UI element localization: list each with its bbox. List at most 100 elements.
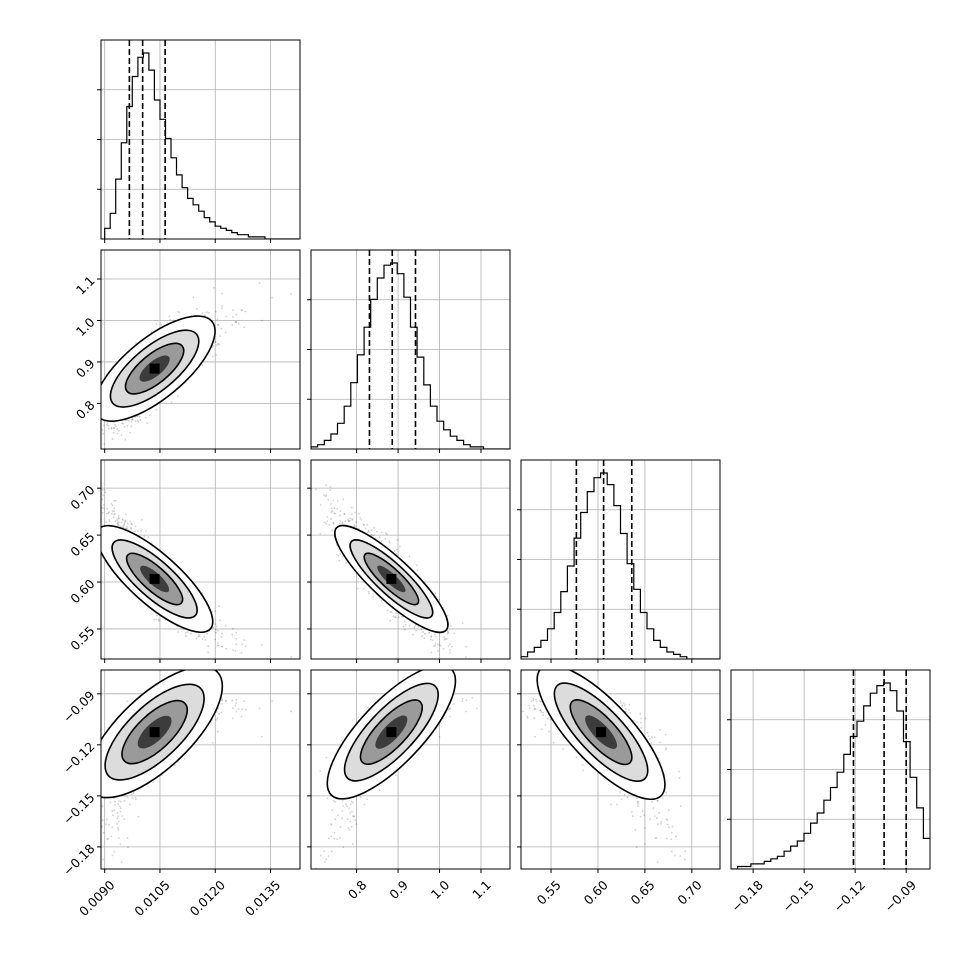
sample-point [220, 636, 223, 638]
sample-point [408, 555, 411, 558]
sample-point [130, 425, 133, 428]
sample-point [339, 522, 341, 525]
sample-point [235, 643, 238, 646]
sample-point [360, 519, 363, 521]
sample-point [111, 510, 114, 513]
sample-point [134, 420, 137, 423]
sample-point [116, 823, 118, 825]
sample-point [384, 532, 387, 535]
sample-point [215, 625, 218, 628]
sample-point [123, 521, 126, 524]
sample-point [224, 331, 227, 334]
sample-point [417, 625, 420, 628]
sample-point [196, 308, 198, 310]
sample-point [476, 667, 478, 669]
sample-point [206, 311, 209, 314]
sample-point [112, 431, 115, 434]
sample-point [214, 638, 217, 641]
sample-point [122, 422, 125, 425]
sample-point [122, 526, 125, 529]
sample-point [213, 286, 215, 289]
sample-point [231, 699, 234, 702]
sample-point [396, 548, 398, 551]
sample-point [412, 633, 414, 636]
sample-point [330, 511, 333, 513]
sample-point [134, 530, 137, 533]
sample-point [404, 628, 406, 631]
sample-point [126, 527, 128, 530]
sample-point [101, 819, 104, 822]
sample-point [384, 537, 387, 540]
sample-point [106, 512, 108, 515]
sample-point [329, 489, 332, 491]
sample-point [416, 569, 419, 572]
sample-point [108, 520, 111, 523]
sample-point [378, 536, 381, 539]
sample-point [221, 645, 223, 648]
sample-point [184, 632, 187, 634]
sample-point [429, 638, 432, 641]
sample-point [347, 520, 350, 522]
sample-point [349, 517, 352, 520]
sample-point [447, 645, 450, 647]
sample-point [327, 498, 330, 501]
sample-point [390, 611, 393, 614]
sample-point [217, 324, 220, 326]
panel-2-1 [307, 459, 511, 669]
sample-point [386, 533, 389, 536]
sample-point [371, 534, 374, 537]
sample-point [197, 633, 200, 636]
sample-point [431, 639, 434, 642]
sample-point [445, 638, 448, 640]
sample-point [235, 321, 238, 324]
sample-point [121, 519, 124, 521]
sample-point [221, 697, 223, 700]
sample-point [323, 521, 326, 524]
sample-point [208, 311, 210, 314]
sample-point [116, 522, 119, 524]
sample-point [201, 364, 204, 367]
sample-point [218, 605, 221, 608]
sample-point [356, 587, 359, 590]
histogram-step [521, 472, 720, 659]
sample-point [359, 516, 361, 519]
sample-point [443, 638, 446, 641]
sample-point [214, 623, 217, 625]
sample-point [447, 631, 449, 633]
sample-point [114, 425, 117, 428]
sample-point [372, 596, 375, 598]
sample-point [116, 522, 119, 525]
sample-point [290, 656, 293, 658]
sample-point [231, 633, 234, 636]
sample-point [211, 355, 214, 358]
sample-point [438, 644, 441, 646]
sample-point [121, 518, 124, 520]
sample-point [232, 649, 234, 652]
sample-point [336, 507, 339, 510]
sample-point [217, 323, 219, 326]
sample-point [92, 435, 94, 437]
sample-point [323, 494, 325, 496]
sample-point [373, 534, 375, 536]
sample-point [342, 498, 345, 501]
sample-point [328, 523, 330, 526]
sample-point [112, 814, 114, 817]
sample-point [465, 656, 467, 658]
contour-line [125, 552, 184, 606]
sample-point [214, 610, 217, 612]
sample-point [221, 632, 224, 635]
sample-point [290, 293, 293, 295]
sample-point [131, 418, 134, 421]
sample-point [345, 562, 347, 564]
sample-point [433, 645, 435, 648]
sample-point [186, 631, 189, 633]
sample-point [339, 553, 341, 555]
sample-point [117, 517, 120, 520]
sample-point [124, 527, 127, 530]
contour-line [111, 539, 198, 619]
sample-point [116, 817, 119, 820]
sample-point [447, 631, 450, 634]
histogram-step [311, 262, 510, 449]
sample-point [234, 704, 237, 707]
sample-point [240, 652, 243, 654]
